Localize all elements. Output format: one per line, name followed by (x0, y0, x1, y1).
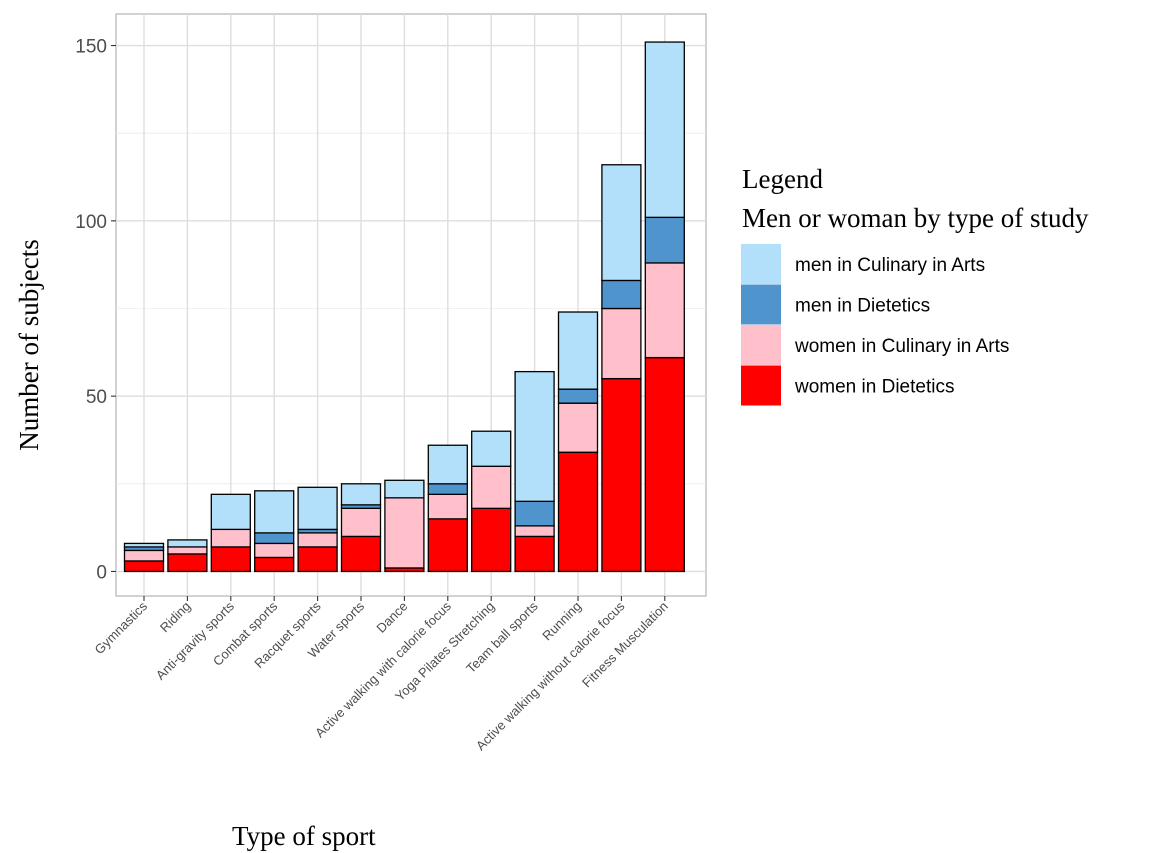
legend-swatch (741, 244, 781, 284)
bar-segment (297, 486, 338, 531)
bar-segment (557, 388, 599, 404)
legend-swatch (741, 284, 781, 325)
bar-segment (427, 444, 468, 485)
bar-segment (384, 497, 425, 569)
bar-segment (557, 451, 599, 573)
x-tick-label: Anti-gravity sports (153, 598, 238, 683)
bar-segment (644, 356, 685, 573)
bar-segment (123, 549, 165, 562)
bar-segment (557, 402, 599, 453)
legend-label: women in Dietetics (794, 377, 954, 398)
x-axis-title: Type of sport (232, 821, 376, 851)
bar-segment (254, 532, 295, 545)
legend-title-line-1: Legend (742, 164, 823, 194)
bar-segment (514, 525, 555, 538)
legend-swatch (741, 365, 781, 406)
bar-segment (471, 430, 512, 467)
legend-title-line-2: Men or woman by type of study (742, 203, 1089, 233)
bar-segment (167, 553, 208, 573)
x-tick-label: Running (539, 599, 584, 644)
bar-segment (254, 542, 295, 559)
bar-segment (427, 483, 468, 495)
bar-segment (297, 532, 338, 548)
bar-segment (601, 307, 642, 380)
bar-segment (340, 507, 382, 538)
bar-segment (514, 370, 555, 502)
x-tick-label: Fitness Musculation (579, 599, 671, 691)
bar-segment (167, 539, 208, 548)
bar-segment (210, 546, 251, 573)
y-axis-title: Number of subjects (14, 239, 44, 450)
x-tick-label: Dance (373, 599, 410, 636)
bar-segment (644, 216, 685, 264)
bar-segment (644, 41, 685, 218)
bar-segment (123, 560, 165, 573)
legend-label: men in Culinary in Arts (795, 255, 985, 276)
bar-segment (340, 483, 382, 506)
legend-label: men in Dietetics (795, 296, 930, 317)
x-tick-label: Gymnastics (91, 598, 150, 657)
y-tick-label: 50 (86, 387, 107, 408)
bar-segment (644, 262, 685, 359)
bar-segment (297, 546, 338, 573)
bar-segment (167, 546, 208, 555)
legend-label: women in Culinary in Arts (794, 336, 1009, 357)
bar-segment (471, 507, 512, 573)
bar-segment (514, 500, 555, 527)
bar-segment (514, 535, 555, 573)
y-axis-ticks: 0 50 100 150 (75, 37, 116, 583)
bar-segment (254, 556, 295, 573)
bar-segment (384, 479, 425, 499)
bar-segment (427, 493, 468, 520)
bar-segment (601, 164, 642, 282)
y-tick-label: 150 (75, 37, 107, 58)
bar-segment (210, 528, 251, 548)
y-tick-label: 100 (75, 212, 107, 233)
bar-segment (601, 377, 642, 573)
legend: Legend Men or woman by type of study men… (741, 164, 1089, 406)
x-tick-label: Riding (157, 599, 194, 636)
bar-segment (601, 279, 642, 310)
bars (123, 41, 685, 573)
legend-entries: men in Culinary in Arts men in Dietetics w… (741, 244, 1009, 406)
legend-swatch (741, 325, 781, 365)
bar-segment (123, 542, 165, 548)
bar-segment (340, 535, 382, 573)
bar-segment (471, 465, 512, 509)
y-tick-label: 0 (96, 562, 107, 583)
bar-segment (254, 490, 295, 534)
bar-segment (557, 311, 599, 390)
bar-segment (427, 518, 468, 573)
bar-segment (210, 493, 251, 531)
